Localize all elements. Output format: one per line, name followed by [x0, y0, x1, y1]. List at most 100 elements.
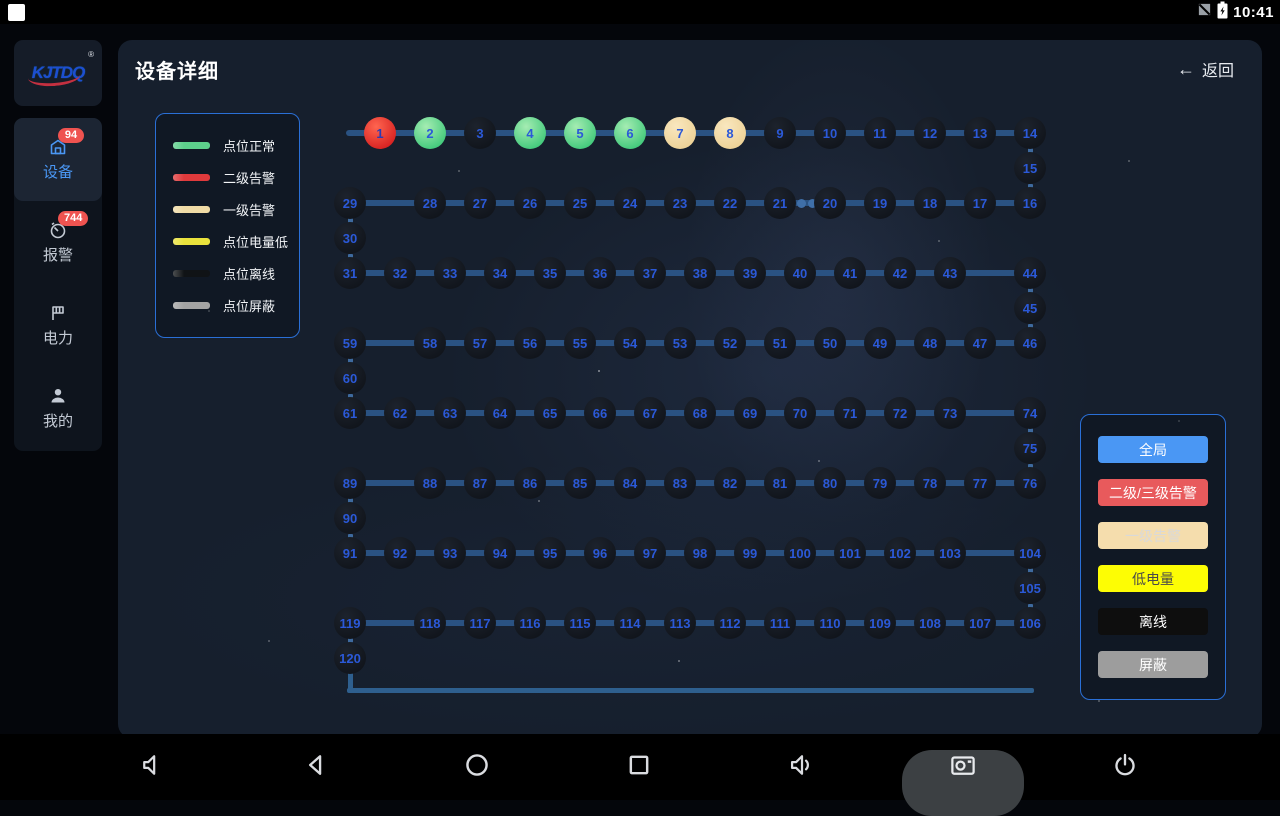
map-node-38[interactable]: 38: [684, 257, 716, 289]
map-node-25[interactable]: 25: [564, 187, 596, 219]
filter-button-0[interactable]: 全局: [1098, 436, 1208, 463]
map-node-95[interactable]: 95: [534, 537, 566, 569]
map-node-43[interactable]: 43: [934, 257, 966, 289]
map-node-56[interactable]: 56: [514, 327, 546, 359]
map-node-22[interactable]: 22: [714, 187, 746, 219]
map-node-17[interactable]: 17: [964, 187, 996, 219]
map-node-66[interactable]: 66: [584, 397, 616, 429]
map-node-44[interactable]: 44: [1014, 257, 1046, 289]
map-node-58[interactable]: 58: [414, 327, 446, 359]
map-node-45[interactable]: 45: [1014, 292, 1046, 324]
map-node-67[interactable]: 67: [634, 397, 666, 429]
map-node-54[interactable]: 54: [614, 327, 646, 359]
filter-button-1[interactable]: 二级/三级告警: [1098, 479, 1208, 506]
map-node-101[interactable]: 101: [834, 537, 866, 569]
map-node-63[interactable]: 63: [434, 397, 466, 429]
map-node-32[interactable]: 32: [384, 257, 416, 289]
map-node-26[interactable]: 26: [514, 187, 546, 219]
sidebar-item-alarms[interactable]: 744 报警: [14, 201, 102, 284]
map-node-3[interactable]: 3: [464, 117, 496, 149]
map-node-39[interactable]: 39: [734, 257, 766, 289]
map-node-80[interactable]: 80: [814, 467, 846, 499]
volume-up-button[interactable]: [769, 734, 835, 800]
map-node-4[interactable]: 4: [514, 117, 546, 149]
map-node-70[interactable]: 70: [784, 397, 816, 429]
map-node-13[interactable]: 13: [964, 117, 996, 149]
map-node-98[interactable]: 98: [684, 537, 716, 569]
map-node-31[interactable]: 31: [334, 257, 366, 289]
map-node-78[interactable]: 78: [914, 467, 946, 499]
map-node-88[interactable]: 88: [414, 467, 446, 499]
map-node-71[interactable]: 71: [834, 397, 866, 429]
map-node-36[interactable]: 36: [584, 257, 616, 289]
map-node-111[interactable]: 111: [764, 607, 796, 639]
map-node-18[interactable]: 18: [914, 187, 946, 219]
sidebar-item-devices[interactable]: 94 设备: [14, 118, 102, 201]
map-node-9[interactable]: 9: [764, 117, 796, 149]
map-node-84[interactable]: 84: [614, 467, 646, 499]
map-node-19[interactable]: 19: [864, 187, 896, 219]
filter-button-2[interactable]: 一级告警: [1098, 522, 1208, 549]
map-node-107[interactable]: 107: [964, 607, 996, 639]
map-node-89[interactable]: 89: [334, 467, 366, 499]
back-button[interactable]: [283, 734, 349, 800]
map-node-60[interactable]: 60: [334, 362, 366, 394]
map-node-120[interactable]: 120: [334, 642, 366, 674]
map-node-52[interactable]: 52: [714, 327, 746, 359]
map-node-90[interactable]: 90: [334, 502, 366, 534]
map-node-10[interactable]: 10: [814, 117, 846, 149]
map-node-5[interactable]: 5: [564, 117, 596, 149]
map-node-87[interactable]: 87: [464, 467, 496, 499]
map-node-55[interactable]: 55: [564, 327, 596, 359]
map-node-97[interactable]: 97: [634, 537, 666, 569]
map-node-116[interactable]: 116: [514, 607, 546, 639]
map-node-53[interactable]: 53: [664, 327, 696, 359]
map-node-20[interactable]: 20: [814, 187, 846, 219]
map-node-69[interactable]: 69: [734, 397, 766, 429]
map-node-11[interactable]: 11: [864, 117, 896, 149]
map-node-108[interactable]: 108: [914, 607, 946, 639]
map-node-23[interactable]: 23: [664, 187, 696, 219]
map-node-83[interactable]: 83: [664, 467, 696, 499]
map-node-7[interactable]: 7: [664, 117, 696, 149]
map-node-114[interactable]: 114: [614, 607, 646, 639]
back-button[interactable]: ← 返回: [1177, 57, 1234, 81]
map-node-33[interactable]: 33: [434, 257, 466, 289]
map-node-96[interactable]: 96: [584, 537, 616, 569]
map-node-79[interactable]: 79: [864, 467, 896, 499]
map-node-48[interactable]: 48: [914, 327, 946, 359]
map-node-24[interactable]: 24: [614, 187, 646, 219]
map-node-93[interactable]: 93: [434, 537, 466, 569]
map-node-115[interactable]: 115: [564, 607, 596, 639]
map-node-65[interactable]: 65: [534, 397, 566, 429]
sidebar-item-mine[interactable]: 我的: [14, 367, 102, 450]
map-node-37[interactable]: 37: [634, 257, 666, 289]
map-node-105[interactable]: 105: [1014, 572, 1046, 604]
map-node-15[interactable]: 15: [1014, 152, 1046, 184]
map-node-61[interactable]: 61: [334, 397, 366, 429]
map-node-41[interactable]: 41: [834, 257, 866, 289]
home-button[interactable]: [444, 734, 510, 800]
map-node-34[interactable]: 34: [484, 257, 516, 289]
map-node-109[interactable]: 109: [864, 607, 896, 639]
map-node-72[interactable]: 72: [884, 397, 916, 429]
map-node-110[interactable]: 110: [814, 607, 846, 639]
map-node-46[interactable]: 46: [1014, 327, 1046, 359]
map-node-49[interactable]: 49: [864, 327, 896, 359]
map-node-47[interactable]: 47: [964, 327, 996, 359]
map-node-51[interactable]: 51: [764, 327, 796, 359]
map-node-76[interactable]: 76: [1014, 467, 1046, 499]
map-node-74[interactable]: 74: [1014, 397, 1046, 429]
map-node-21[interactable]: 21: [764, 187, 796, 219]
map-node-50[interactable]: 50: [814, 327, 846, 359]
screenshot-button[interactable]: [930, 734, 996, 800]
filter-button-5[interactable]: 屏蔽: [1098, 651, 1208, 678]
map-node-75[interactable]: 75: [1014, 432, 1046, 464]
map-node-102[interactable]: 102: [884, 537, 916, 569]
volume-down-button[interactable]: [120, 734, 186, 800]
map-node-100[interactable]: 100: [784, 537, 816, 569]
map-node-118[interactable]: 118: [414, 607, 446, 639]
map-node-42[interactable]: 42: [884, 257, 916, 289]
map-node-57[interactable]: 57: [464, 327, 496, 359]
map-node-82[interactable]: 82: [714, 467, 746, 499]
